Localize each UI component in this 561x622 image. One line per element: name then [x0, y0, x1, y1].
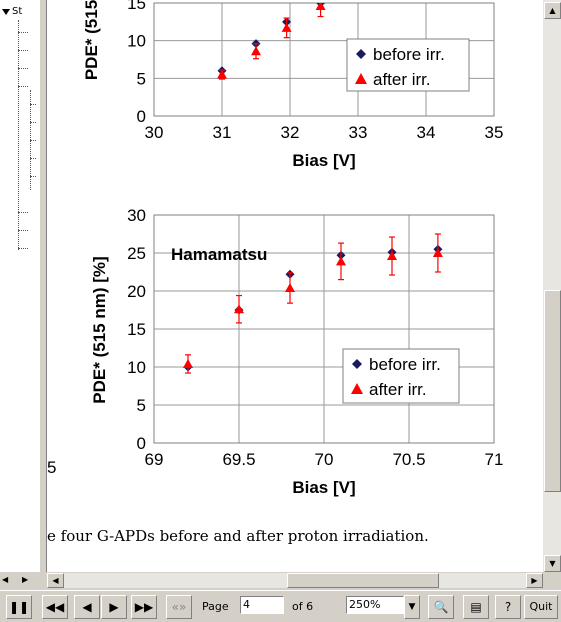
y-tick-label: 0 [137, 107, 146, 126]
legend-box [342, 348, 460, 404]
plot-canvas: 30 31 32 33 34 35 0 5 10 15 Bias [V] PDE* (515 befor… [47, 0, 503, 497]
document-viewer: 30 31 32 33 34 35 0 5 10 15 Bias [V] PDE* (515 befor… [47, 0, 543, 572]
chart-title: Hamamatsu [171, 245, 267, 264]
x-tick-label: 69.5 [222, 450, 255, 469]
chart-top: 30 31 32 33 34 35 0 5 10 15 Bias [V] PDE* (515 befor… [82, 0, 503, 170]
page-count: of 6 [292, 600, 314, 613]
data-point-after [234, 304, 244, 314]
last-page-button[interactable]: ▶▶ [131, 595, 157, 619]
data-point-after [281, 22, 292, 32]
data-point-after [432, 248, 443, 257]
data-point-after [251, 46, 261, 56]
scroll-down-button[interactable]: ▼ [544, 555, 561, 572]
plot-area-frame [153, 214, 495, 444]
x-tick-label: 70 [315, 450, 334, 469]
sidebar-splitter[interactable] [40, 0, 47, 572]
vertical-scrollbar[interactable]: ▲ ▼ [543, 0, 561, 572]
legend-label: after irr. [373, 70, 431, 89]
legend-marker-before [352, 359, 362, 369]
clipped-tick-label: 5 [47, 458, 56, 477]
data-point-after [336, 256, 346, 266]
y-tick-label: 5 [137, 396, 146, 415]
x-tick-label: 35 [485, 123, 504, 142]
x-tick-label: 31 [213, 123, 232, 142]
tree-node[interactable] [30, 122, 36, 123]
tree-node[interactable] [30, 104, 36, 105]
tree-expand-icon[interactable] [2, 9, 10, 15]
print-icon[interactable]: ▤ [463, 595, 489, 619]
y-axis-label: PDE* (515 [82, 0, 101, 80]
tree-node[interactable] [18, 248, 28, 249]
legend-marker-before [356, 49, 366, 59]
legend-label: before irr. [369, 355, 441, 374]
y-tick-label: 0 [137, 434, 146, 453]
scroll-up-button[interactable]: ▲ [544, 2, 561, 19]
y-tick-label: 15 [127, 0, 146, 13]
vertical-scroll-thumb[interactable] [544, 290, 561, 492]
horizontal-scroll-thumb[interactable] [287, 573, 439, 588]
x-tick-label: 70.5 [392, 450, 425, 469]
next-page-button[interactable]: ▶ [101, 595, 127, 619]
x-tick-label: 33 [349, 123, 368, 142]
y-tick-label: 25 [127, 244, 146, 263]
data-point-after [217, 69, 227, 79]
data-point-after [183, 358, 193, 368]
legend-label: after irr. [369, 380, 427, 399]
y-tick-label: 5 [137, 69, 146, 88]
legend-marker-after [355, 73, 367, 84]
legend-marker-after [351, 383, 363, 394]
x-tick-label: 71 [485, 450, 504, 469]
previous-page-button[interactable]: ◀ [74, 595, 100, 619]
scroll-left-icon[interactable]: ◀ [2, 575, 9, 584]
page-label: Page [202, 600, 229, 613]
y-tick-label: 20 [127, 282, 146, 301]
tree-node[interactable] [18, 32, 28, 33]
history-back-button[interactable]: «» [166, 595, 192, 619]
quit-button[interactable]: Quit [524, 595, 558, 619]
legend-label: before irr. [373, 45, 445, 64]
y-axis-label: PDE* (515 nm) [%] [90, 256, 109, 403]
y-tick-label: 10 [127, 32, 146, 51]
y-tick-label: 15 [127, 320, 146, 339]
x-tick-label: 30 [145, 123, 164, 142]
zoom-dropdown-button[interactable]: ▼ [404, 595, 420, 619]
x-tick-label: 32 [281, 123, 300, 142]
horizontal-scrollbar[interactable]: ◀ ▶ [47, 573, 543, 588]
tree-node[interactable] [30, 176, 36, 177]
data-point-after [387, 251, 397, 261]
x-tick-label: 69 [145, 450, 164, 469]
tree-node[interactable] [30, 158, 36, 159]
outline-sidebar[interactable]: St [0, 0, 41, 572]
x-axis-label: Bias [V] [292, 478, 355, 497]
legend-box [346, 38, 470, 92]
figure-caption: e four G-APDs before and after proton ir… [47, 527, 429, 545]
chart-hamamatsu: 69 69.5 70 70.5 71 0 5 10 15 20 25 30 Bias [V] PDE* (… [47, 206, 503, 497]
tree-node[interactable] [18, 50, 28, 51]
tree-root-label[interactable]: St [12, 6, 23, 17]
tree-guide [18, 20, 19, 250]
first-page-button[interactable]: ◀◀ [42, 595, 68, 619]
tree-node[interactable] [18, 212, 28, 213]
data-point-after [285, 282, 295, 292]
y-tick-label: 10 [127, 358, 146, 377]
scroll-right-icon[interactable]: ▶ [22, 575, 29, 584]
tree-node[interactable] [18, 86, 28, 87]
pause-button[interactable]: ❚❚ [6, 595, 32, 619]
data-point-after [315, 3, 326, 11]
navigation-toolbar: ❚❚ ◀◀ ◀ ▶ ▶▶ «» Page of 6 ▼ 🔍 ▤ ? Quit [0, 590, 561, 622]
page-number-input[interactable] [240, 596, 284, 614]
x-axis-label: Bias [V] [292, 151, 355, 170]
x-tick-label: 34 [417, 123, 436, 142]
scroll-left-button[interactable]: ◀ [47, 573, 64, 588]
find-binoculars-icon[interactable]: 🔍 [428, 595, 454, 619]
scroll-right-button[interactable]: ▶ [526, 573, 543, 588]
sidebar-horizontal-scrollbar[interactable]: ◀ ▶ [0, 573, 40, 588]
tree-node[interactable] [18, 68, 28, 69]
tree-node[interactable] [30, 140, 36, 141]
zoom-select[interactable] [346, 596, 404, 614]
y-tick-label: 30 [127, 206, 146, 225]
tree-node[interactable] [18, 230, 28, 231]
help-button[interactable]: ? [495, 595, 521, 619]
